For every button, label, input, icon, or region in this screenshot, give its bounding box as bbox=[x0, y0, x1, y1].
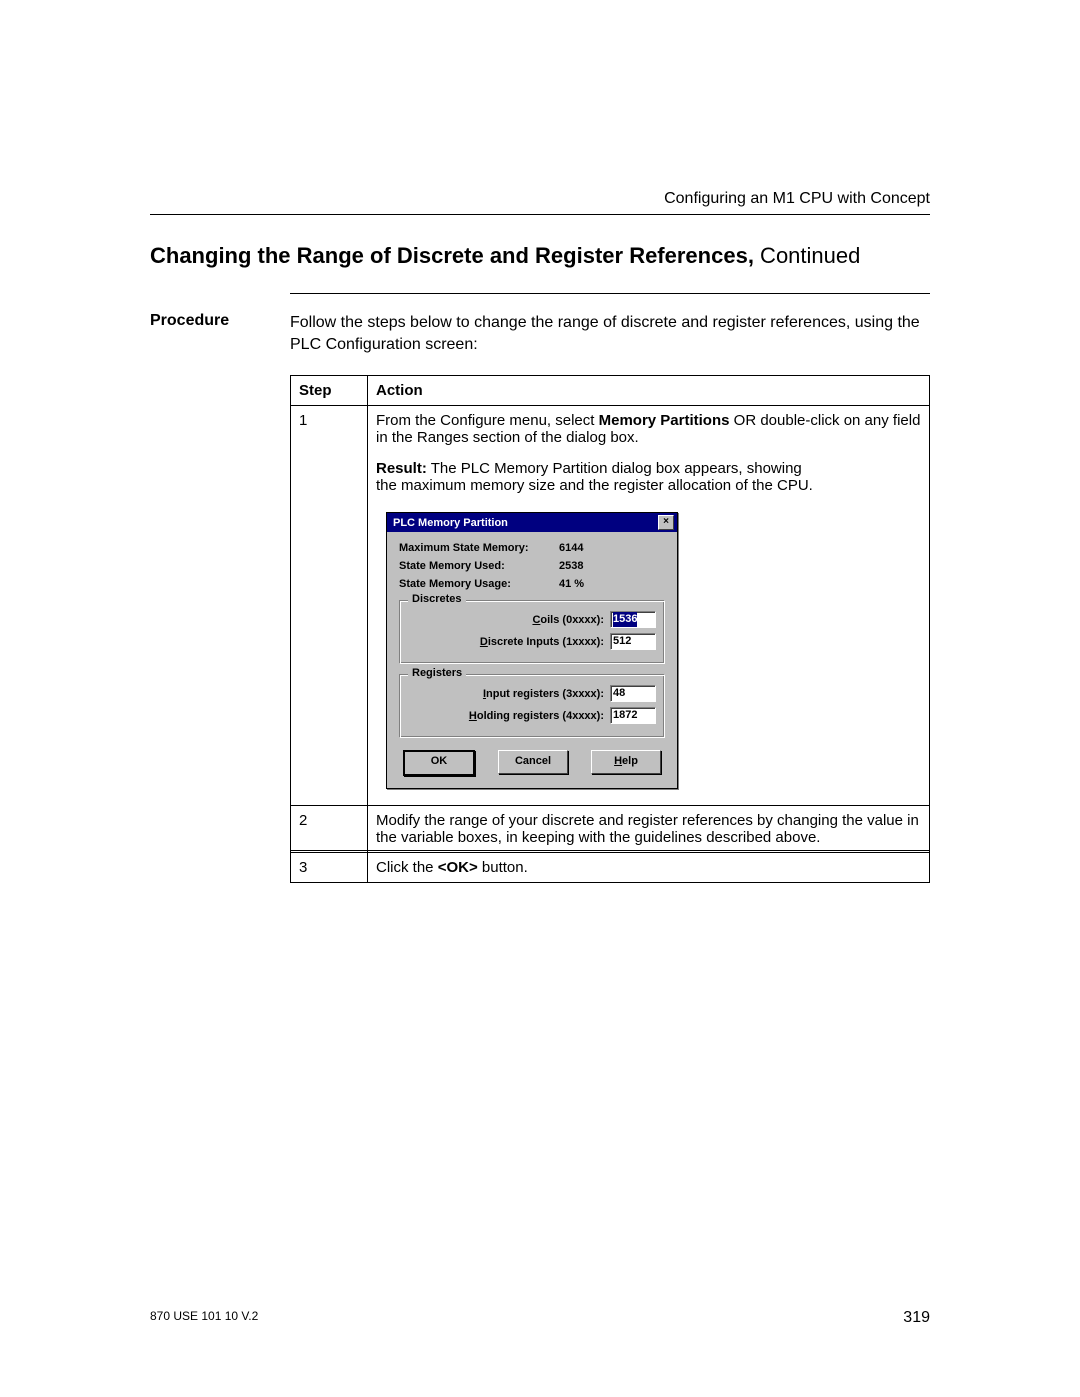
cancel-button[interactable]: Cancel bbox=[498, 750, 568, 774]
holding-registers-row: Holding registers (4xxxx): 1872 bbox=[408, 707, 656, 724]
coils-label: Coils (0xxxx): bbox=[532, 614, 604, 626]
dialog-button-row: OK Cancel Help bbox=[399, 750, 665, 776]
input-registers-row: Input registers (3xxxx): 48 bbox=[408, 685, 656, 702]
plc-memory-partition-dialog: PLC Memory Partition × Maximum State Mem… bbox=[386, 512, 678, 789]
input-registers-label: Input registers (3xxxx): bbox=[483, 688, 604, 700]
header-rule bbox=[150, 214, 930, 215]
stat-usage: State Memory Usage: 41 % bbox=[399, 578, 665, 590]
step-3-action: Click the <OK> button. bbox=[368, 853, 930, 883]
step-2-action: Modify the range of your discrete and re… bbox=[368, 806, 930, 853]
ok-button[interactable]: OK bbox=[403, 750, 475, 776]
discretes-legend: Discretes bbox=[408, 593, 466, 605]
holding-registers-input[interactable]: 1872 bbox=[610, 707, 656, 724]
col-step: Step bbox=[291, 376, 368, 406]
table-row: 3 Click the <OK> button. bbox=[291, 853, 930, 883]
stat-usage-label: State Memory Usage: bbox=[399, 578, 559, 590]
coils-input[interactable]: 1536 bbox=[610, 611, 656, 628]
result-text1: The PLC Memory Partition dialog box appe… bbox=[427, 460, 802, 477]
stat-max-value: 6144 bbox=[559, 542, 609, 554]
step1-text-a: From the Configure menu, select bbox=[376, 412, 599, 429]
dialog-titlebar: PLC Memory Partition × bbox=[387, 513, 677, 532]
table-row: 2 Modify the range of your discrete and … bbox=[291, 806, 930, 853]
step1-result: Result: The PLC Memory Partition dialog … bbox=[376, 460, 921, 494]
stat-used-value: 2538 bbox=[559, 560, 609, 572]
step-3-num: 3 bbox=[291, 853, 368, 883]
stat-max-label: Maximum State Memory: bbox=[399, 542, 559, 554]
holding-registers-label: Holding registers (4xxxx): bbox=[469, 710, 604, 722]
discrete-inputs-row: Discrete Inputs (1xxxx): 512 bbox=[408, 633, 656, 650]
stat-used: State Memory Used: 2538 bbox=[399, 560, 665, 572]
table-header-row: Step Action bbox=[291, 376, 930, 406]
discrete-inputs-input[interactable]: 512 bbox=[610, 633, 656, 650]
chapter-header: Configuring an M1 CPU with Concept bbox=[150, 190, 930, 208]
coils-row: Coils (0xxxx): 1536 bbox=[408, 611, 656, 628]
section-title-continued: Continued bbox=[754, 243, 860, 268]
step3-b: <OK> bbox=[438, 859, 478, 876]
stat-usage-value: 41 % bbox=[559, 578, 609, 590]
table-row: 1 From the Configure menu, select Memory… bbox=[291, 406, 930, 806]
step-1-action: From the Configure menu, select Memory P… bbox=[368, 406, 930, 806]
result-label: Result: bbox=[376, 460, 427, 477]
discretes-group: Discretes Coils (0xxxx): 1536 Discrete I… bbox=[399, 600, 665, 664]
col-action: Action bbox=[368, 376, 930, 406]
page-footer: 870 USE 101 10 V.2 319 bbox=[150, 1309, 930, 1327]
registers-group: Registers Input registers (3xxxx): 48 Ho… bbox=[399, 674, 665, 738]
input-registers-input[interactable]: 48 bbox=[610, 685, 656, 702]
step-1-num: 1 bbox=[291, 406, 368, 806]
step3-c: button. bbox=[478, 859, 528, 876]
stat-used-label: State Memory Used: bbox=[399, 560, 559, 572]
step1-text-bold: Memory Partitions bbox=[599, 412, 730, 429]
divider-top bbox=[290, 293, 930, 294]
doc-number: 870 USE 101 10 V.2 bbox=[150, 1309, 258, 1327]
close-icon[interactable]: × bbox=[658, 515, 674, 530]
step3-a: Click the bbox=[376, 859, 438, 876]
divider-bottom bbox=[290, 850, 930, 851]
result-text2: the maximum memory size and the register… bbox=[376, 477, 813, 494]
dialog-title: PLC Memory Partition bbox=[393, 517, 508, 529]
stat-max: Maximum State Memory: 6144 bbox=[399, 542, 665, 554]
steps-table: Step Action 1 From the Configure menu, s… bbox=[290, 375, 930, 883]
help-button[interactable]: Help bbox=[591, 750, 661, 774]
discrete-inputs-label: Discrete Inputs (1xxxx): bbox=[480, 636, 604, 648]
section-title: Changing the Range of Discrete and Regis… bbox=[150, 243, 930, 269]
step-2-num: 2 bbox=[291, 806, 368, 853]
dialog-body: Maximum State Memory: 6144 State Memory … bbox=[387, 532, 677, 788]
page-number: 319 bbox=[903, 1309, 930, 1327]
registers-legend: Registers bbox=[408, 667, 466, 679]
section-title-bold: Changing the Range of Discrete and Regis… bbox=[150, 243, 754, 268]
procedure-intro: Follow the steps below to change the ran… bbox=[290, 312, 930, 355]
procedure-label: Procedure bbox=[150, 312, 290, 883]
